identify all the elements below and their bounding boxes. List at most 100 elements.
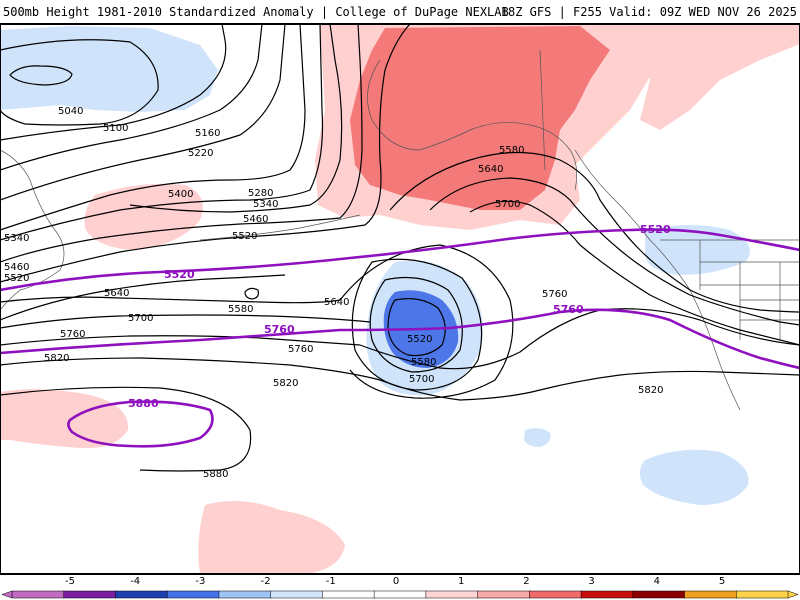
legend-swatch: [632, 590, 686, 599]
contour-5640-west: [0, 296, 341, 304]
contour-label: 5160: [195, 128, 220, 139]
legend-swatch: [270, 590, 324, 599]
purple-contour-5880: [67, 400, 214, 448]
legend-swatch: [11, 590, 65, 599]
contour-5580-west: [0, 274, 286, 321]
contour-5400: [129, 24, 343, 213]
contour-label: 5880: [203, 469, 228, 480]
legend-swatch: [529, 590, 582, 599]
negative-anomaly-canada: [645, 225, 750, 275]
legend-swatch: [373, 590, 427, 599]
map-header: 500mb Height 1981-2010 Standardized Anom…: [0, 0, 800, 24]
contour-5820-west: [0, 357, 800, 401]
purple-contour-5760: [0, 308, 800, 370]
contour-low-5700: [339, 244, 514, 399]
color-legend: -5 -4 -3 -2 -1 0 1 2 3 4 5: [0, 574, 800, 600]
legend-swatch: [425, 590, 479, 599]
contour-5760-east: [359, 308, 800, 370]
contour-label: 5820: [273, 378, 298, 389]
contour-label: 5760: [288, 344, 313, 355]
purple-contour-label: 5880: [128, 397, 159, 410]
coastline-alaska: [367, 59, 577, 191]
coastline-aleutians: [199, 214, 361, 241]
contour-label: 5460: [243, 214, 268, 225]
coastline-kamchatka: [0, 149, 65, 311]
coastline-west-north-america: [574, 149, 741, 411]
legend-tick-label: -1: [325, 576, 336, 587]
contour-label: 5520: [232, 231, 257, 242]
negative-anomaly-siberia: [0, 26, 218, 112]
contour-label: 5760: [60, 329, 85, 340]
legend-swatch: [736, 590, 789, 599]
contour-low-5580: [369, 276, 463, 373]
positive-anomaly-south-pacific: [198, 501, 345, 574]
legend-swatch: [218, 590, 272, 599]
contour-label: 5340: [253, 199, 278, 210]
contour-5580-ring: [244, 287, 259, 300]
legend-tick-label: 0: [392, 576, 400, 587]
contour-label: 5700: [495, 199, 520, 210]
legend-arrow-left: [1, 590, 13, 599]
contour-label: 5640: [104, 288, 129, 299]
contour-label: 5340: [4, 233, 29, 244]
contour-label: 5460: [4, 262, 29, 273]
map-title: 500mb Height 1981-2010 Standardized Anom…: [3, 5, 509, 19]
contour-label: 5820: [44, 353, 69, 364]
border-alaska-canada: [539, 49, 546, 171]
contour-5760-west: [0, 335, 361, 346]
contour-label: 5580: [499, 145, 524, 156]
purple-contour-label: 5760: [553, 303, 584, 316]
legend-swatch: [684, 590, 738, 599]
contour-5700-west: [0, 314, 371, 329]
contour-label: 5280: [248, 188, 273, 199]
legend-tick-label: 5: [718, 576, 726, 587]
anomaly-map-svg: 5040 5100 5160 5220 5280 5340 5400 5460 …: [0, 24, 800, 574]
contour-label: 5820: [638, 385, 663, 396]
positive-anomaly-northeast-light: [640, 24, 800, 130]
contour-low-5520: [387, 298, 446, 357]
purple-contour-label: 5760: [264, 323, 295, 336]
contour-5340: [0, 24, 324, 241]
contour-5580-north: [389, 151, 800, 313]
legend-tick-label: 3: [588, 576, 595, 587]
contour-5880: [0, 386, 252, 472]
legend-swatch: [580, 590, 634, 599]
legend-swatch: [477, 590, 531, 599]
contour-5160: [0, 24, 263, 171]
contour-label: 5640: [324, 297, 349, 308]
geography-lines: [0, 49, 800, 411]
legend-tick-label: 4: [653, 576, 660, 587]
legend-swatch: [115, 590, 168, 599]
negative-anomaly-east-pacific: [639, 449, 749, 505]
contour-low-5640: [351, 258, 483, 391]
purple-contour-label: 5520: [164, 268, 195, 281]
positive-anomaly-kamchatka: [84, 183, 203, 250]
contour-label: 5100: [103, 123, 128, 134]
legend-svg: [1, 590, 799, 599]
contour-labels: 5040 5100 5160 5220 5280 5340 5400 5460 …: [4, 106, 663, 480]
legend-tick-label: -5: [65, 576, 75, 587]
legend-swatch: [322, 590, 375, 599]
legend-color-bar: [1, 590, 799, 599]
negative-anomaly-small: [524, 428, 551, 447]
contour-label: 5400: [168, 189, 193, 200]
contour-label: 5580: [411, 357, 436, 368]
purple-contour-5520: [0, 228, 800, 292]
legend-tick-label: 1: [458, 576, 465, 587]
contour-label: 5700: [128, 313, 153, 324]
contour-5040-ring-outer: [0, 39, 159, 126]
contour-5700-north: [469, 200, 800, 346]
legend-arrow-right: [787, 590, 799, 599]
contour-label: 5760: [542, 289, 567, 300]
purple-contour-labels: 5520 5520 5760 5760 5880: [128, 223, 671, 410]
contour-5460: [0, 24, 363, 263]
legend-swatch: [63, 590, 117, 599]
purple-contour-label: 5520: [640, 223, 671, 236]
weather-map: 5040 5100 5160 5220 5280 5340 5400 5460 …: [0, 24, 800, 574]
contour-5280: [0, 24, 306, 231]
contour-label: 5640: [478, 164, 503, 175]
contour-label: 5520: [4, 273, 29, 284]
contour-label: 5580: [228, 304, 253, 315]
legend-swatch: [166, 590, 220, 599]
legend-tick-label: -2: [260, 576, 271, 587]
